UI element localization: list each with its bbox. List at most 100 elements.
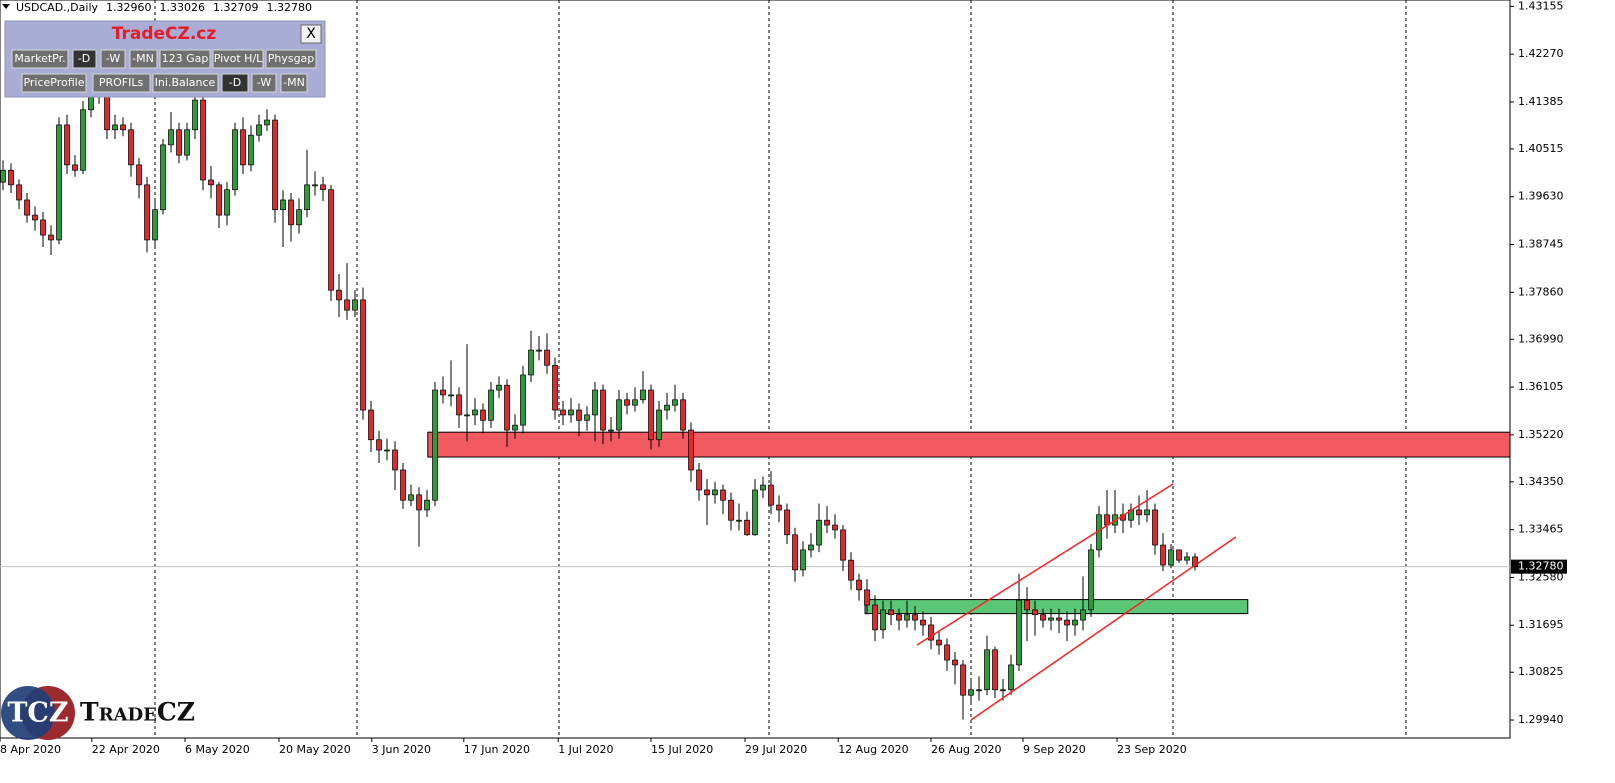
candle-body xyxy=(1016,599,1022,666)
candle-body xyxy=(1008,664,1014,691)
x-tick-label: 12 Aug 2020 xyxy=(838,743,908,756)
candle-body xyxy=(776,504,782,511)
x-tick-label: 29 Jul 2020 xyxy=(745,743,807,756)
button-label[interactable]: 123 Gap xyxy=(162,52,209,65)
candle-body xyxy=(616,399,622,431)
panel-title: TradeCZ.cz xyxy=(112,24,217,44)
x-tick-label: 6 May 2020 xyxy=(185,743,250,756)
candle-body xyxy=(384,449,390,452)
menu-arrow[interactable] xyxy=(2,4,10,9)
button-label[interactable]: Physgap xyxy=(268,52,315,65)
button[interactable]: Pivot H/L xyxy=(212,49,264,69)
candle-body xyxy=(296,209,302,226)
button[interactable]: -MN xyxy=(280,73,308,93)
candle-body xyxy=(128,129,134,166)
candle-body xyxy=(568,409,574,416)
candle-body xyxy=(176,129,182,156)
candle-body xyxy=(488,389,494,421)
candle-body xyxy=(1144,509,1150,516)
y-tick-label: 1.31695 xyxy=(1518,618,1564,631)
candle-body xyxy=(896,614,902,621)
button-label[interactable]: -D xyxy=(78,52,90,65)
button[interactable]: PriceProfile xyxy=(21,73,87,93)
candle-body xyxy=(968,689,974,696)
logo-name: TradeCZ xyxy=(80,698,195,727)
trend-line xyxy=(916,483,1174,646)
candle-body xyxy=(888,609,894,616)
y-tick-label: 1.30825 xyxy=(1518,665,1564,678)
candle-body xyxy=(736,519,742,522)
x-tick-label: 8 Apr 2020 xyxy=(0,743,61,756)
button[interactable]: -D xyxy=(72,49,97,69)
y-tick-label: 1.38745 xyxy=(1518,238,1564,251)
x-tick-label: 1 Jul 2020 xyxy=(558,743,613,756)
candle-body xyxy=(24,199,30,216)
y-tick-label: 1.36105 xyxy=(1518,380,1564,393)
button-label[interactable]: -W xyxy=(106,52,121,65)
candle-body xyxy=(688,429,694,471)
candle-body xyxy=(144,184,150,241)
candle-body xyxy=(248,134,254,166)
candle-body xyxy=(552,364,558,411)
candle-body xyxy=(240,129,246,166)
button[interactable]: MarketPr. xyxy=(11,49,69,69)
candle-body xyxy=(952,659,958,666)
candle-body xyxy=(232,129,238,191)
button-label[interactable]: -MN xyxy=(132,52,154,65)
candle-body xyxy=(504,384,510,431)
button[interactable]: -W xyxy=(251,73,277,93)
candle-body xyxy=(520,374,526,426)
candle-body xyxy=(480,409,486,421)
candle-body xyxy=(792,534,798,571)
button-label[interactable]: -MN xyxy=(283,76,305,89)
x-tick-label: 22 Apr 2020 xyxy=(92,743,160,756)
button[interactable]: Ini.Balance xyxy=(152,73,219,93)
candle-body xyxy=(928,624,934,641)
candle-body xyxy=(808,544,814,551)
candle-body xyxy=(408,494,414,501)
candle-body xyxy=(656,409,662,441)
x-tick-label: 9 Sep 2020 xyxy=(1023,743,1086,756)
close-label[interactable]: X xyxy=(306,26,316,42)
candle-body xyxy=(592,389,598,416)
button-label[interactable]: -W xyxy=(257,76,272,89)
current-price-box xyxy=(1511,559,1567,574)
button-label[interactable]: -D xyxy=(229,76,241,89)
button[interactable]: -MN xyxy=(129,49,158,69)
button[interactable]: 123 Gap xyxy=(159,49,211,69)
candle-body xyxy=(512,424,518,431)
ohlc-value: 1.32960 xyxy=(106,1,152,14)
button[interactable]: PROFILs xyxy=(92,73,151,93)
plot-frame xyxy=(0,0,1511,739)
button[interactable]: Physgap xyxy=(265,49,317,69)
candle-body xyxy=(112,124,118,131)
close-button[interactable] xyxy=(300,24,322,44)
candle-body xyxy=(48,234,54,241)
candle-body xyxy=(432,389,438,501)
candle-body xyxy=(8,169,14,186)
candle-body xyxy=(344,299,350,311)
candle-body xyxy=(192,99,198,131)
candle-body xyxy=(640,389,646,401)
button[interactable]: -D xyxy=(221,73,249,93)
candle-body xyxy=(1032,609,1038,616)
button[interactable]: -W xyxy=(100,49,126,69)
zone xyxy=(427,431,1511,458)
candle-body xyxy=(752,489,758,536)
candle-body xyxy=(1184,556,1190,561)
y-tick-label: 1.36990 xyxy=(1518,332,1564,345)
button-label[interactable]: MarketPr. xyxy=(14,52,65,65)
candle-body xyxy=(600,389,606,431)
button-label[interactable]: Ini.Balance xyxy=(155,76,216,89)
button-label[interactable]: PriceProfile xyxy=(23,76,84,89)
button-label[interactable]: PROFILs xyxy=(99,76,144,89)
button-label[interactable]: Pivot H/L xyxy=(214,52,263,65)
candle-body xyxy=(120,124,126,131)
x-tick-label: 17 Jun 2020 xyxy=(464,743,530,756)
candle-body xyxy=(64,124,70,166)
candle-body xyxy=(280,199,286,211)
candle-body xyxy=(920,619,926,626)
candle-body xyxy=(720,489,726,501)
y-tick-label: 1.40515 xyxy=(1518,142,1564,155)
